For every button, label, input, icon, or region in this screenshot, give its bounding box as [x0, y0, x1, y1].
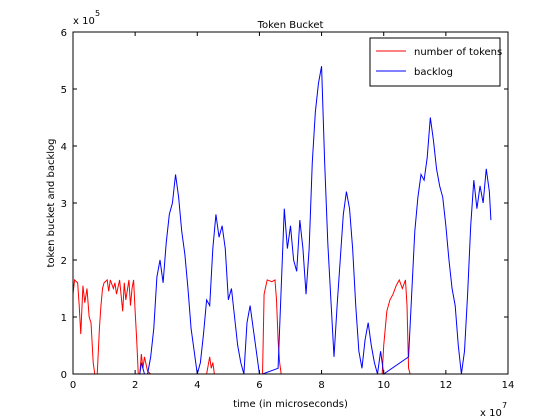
- y-tick-label: 1: [61, 313, 67, 324]
- y-tick-label: 5: [61, 85, 67, 96]
- legend-box: [369, 37, 501, 87]
- x-multiplier-base: x 10: [480, 408, 502, 419]
- y-multiplier-exponent: 5: [95, 9, 100, 18]
- chart-title: Token Bucket: [257, 20, 324, 31]
- y-multiplier-base: x 10: [73, 16, 95, 27]
- y-tick-label: 2: [61, 256, 67, 267]
- frame-layer: [72, 31, 509, 375]
- x-tick-label: 8: [318, 380, 324, 391]
- y-tick-label: 3: [61, 199, 67, 210]
- x-tick-label: 0: [70, 380, 76, 391]
- legend: number of tokens backlog: [369, 37, 502, 87]
- y-multiplier: x 10 5: [73, 9, 100, 27]
- series-line-backlog: [139, 66, 492, 375]
- y-tick-label: 0: [61, 370, 67, 381]
- x-tick-label: 14: [502, 380, 515, 391]
- x-multiplier: x 10 7: [480, 401, 507, 419]
- legend-label-backlog: backlog: [414, 67, 453, 78]
- y-axis-label: token bucket and backlog: [46, 138, 57, 267]
- plot-area: [72, 31, 509, 375]
- x-tick-label: 2: [132, 380, 138, 391]
- x-tick-label: 12: [439, 380, 452, 391]
- legend-label-number-of-tokens: number of tokens: [414, 47, 502, 58]
- x-axis-label: time (in microseconds): [233, 399, 348, 410]
- y-tick-label: 4: [61, 142, 67, 153]
- x-multiplier-exponent: 7: [502, 401, 507, 410]
- x-tick-label: 6: [256, 380, 262, 391]
- y-tick-label: 6: [61, 28, 67, 39]
- axes-frame: [72, 31, 509, 375]
- x-tick-label: 4: [194, 380, 200, 391]
- x-tick-label: 10: [377, 380, 390, 391]
